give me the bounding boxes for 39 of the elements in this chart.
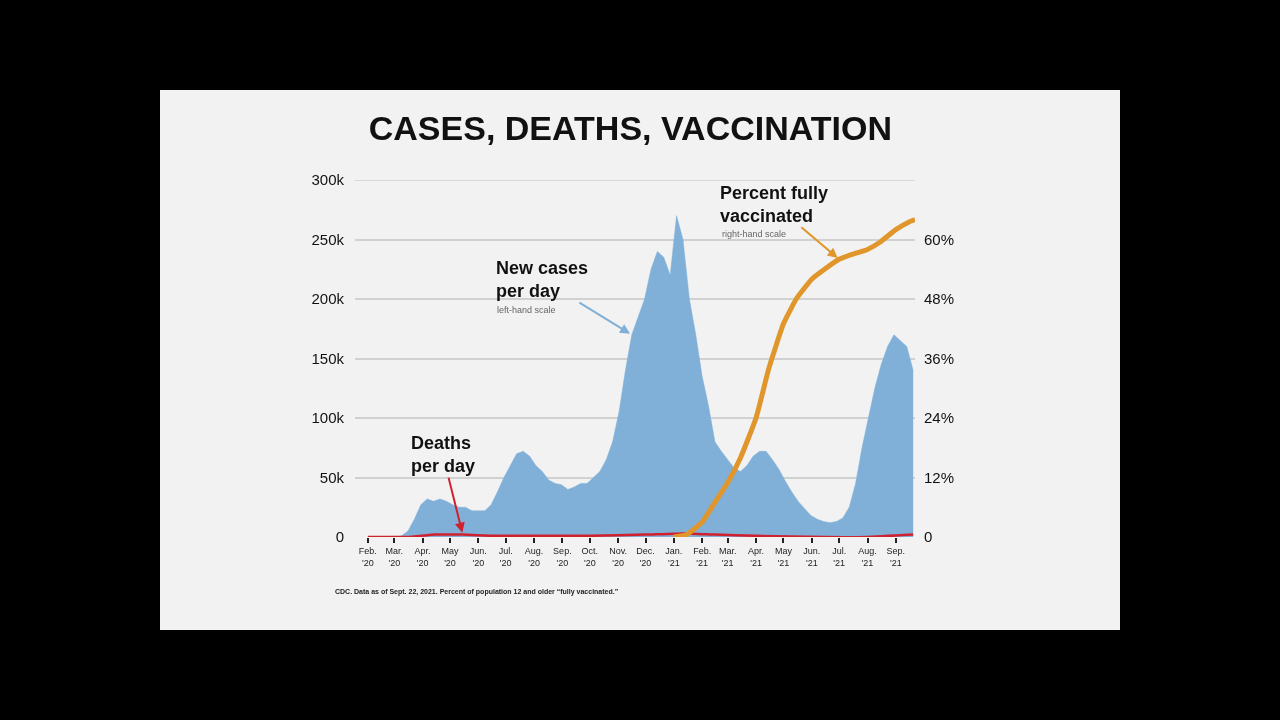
x-tick-label: Jan. '21: [665, 545, 683, 568]
y2-tick-label: 0: [924, 528, 933, 546]
x-tick-label: Jul. '21: [832, 545, 847, 568]
y-tick-label: 0: [335, 528, 344, 546]
x-tick-label: Jul. '20: [498, 545, 513, 568]
x-tick-label: Nov. '20: [609, 545, 628, 568]
x-tick-label: Dec. '20: [636, 545, 655, 568]
x-tick-label: May '21: [774, 545, 793, 568]
x-tick-label: Aug. '20: [524, 545, 544, 568]
x-tick-label: Jun. '20: [469, 545, 487, 568]
x-tick-label: Feb. '21: [693, 545, 712, 568]
x-tick-label: Mar. '21: [718, 545, 737, 568]
annotation: right-hand scale: [722, 229, 787, 239]
y2-tick-label: 60%: [924, 230, 955, 248]
x-tick-label: Feb. '20: [358, 545, 377, 568]
y-tick-label: 300k: [311, 171, 345, 189]
series-label: Percent fully vaccinated: [720, 183, 829, 227]
x-tick-label: Oct. '20: [581, 545, 599, 568]
y2-tick-label: 24%: [924, 409, 955, 427]
x-tick-label: Sep. '21: [886, 545, 906, 568]
y2-tick-label: 36%: [924, 349, 955, 367]
x-tick-label: Sep. '20: [553, 545, 572, 568]
y2-tick-label: 12%: [924, 468, 955, 486]
x-tick-label: Apr. '20: [414, 545, 431, 568]
x-tick-label: Apr. '21: [748, 545, 765, 568]
y2-tick-label: 48%: [924, 290, 955, 308]
chart-title: CASES, DEATHS, VACCINATION: [368, 108, 893, 147]
x-tick-label: Jun. '21: [803, 545, 821, 568]
annotation: left-hand scale: [497, 305, 556, 315]
x-tick-label: Mar. '20: [385, 545, 404, 568]
y-tick-label: 200k: [311, 290, 345, 308]
y-tick-label: 150k: [311, 349, 345, 367]
x-tick-label: May '20: [441, 545, 459, 568]
y-tick-label: 100k: [311, 409, 345, 427]
text: New cases per day: [496, 258, 589, 302]
y-tick-label: 250k: [311, 230, 345, 248]
text: Deaths per day: [411, 433, 476, 477]
x-tick-label: Aug. '21: [858, 545, 877, 568]
y-tick-label: 50k: [319, 468, 345, 486]
